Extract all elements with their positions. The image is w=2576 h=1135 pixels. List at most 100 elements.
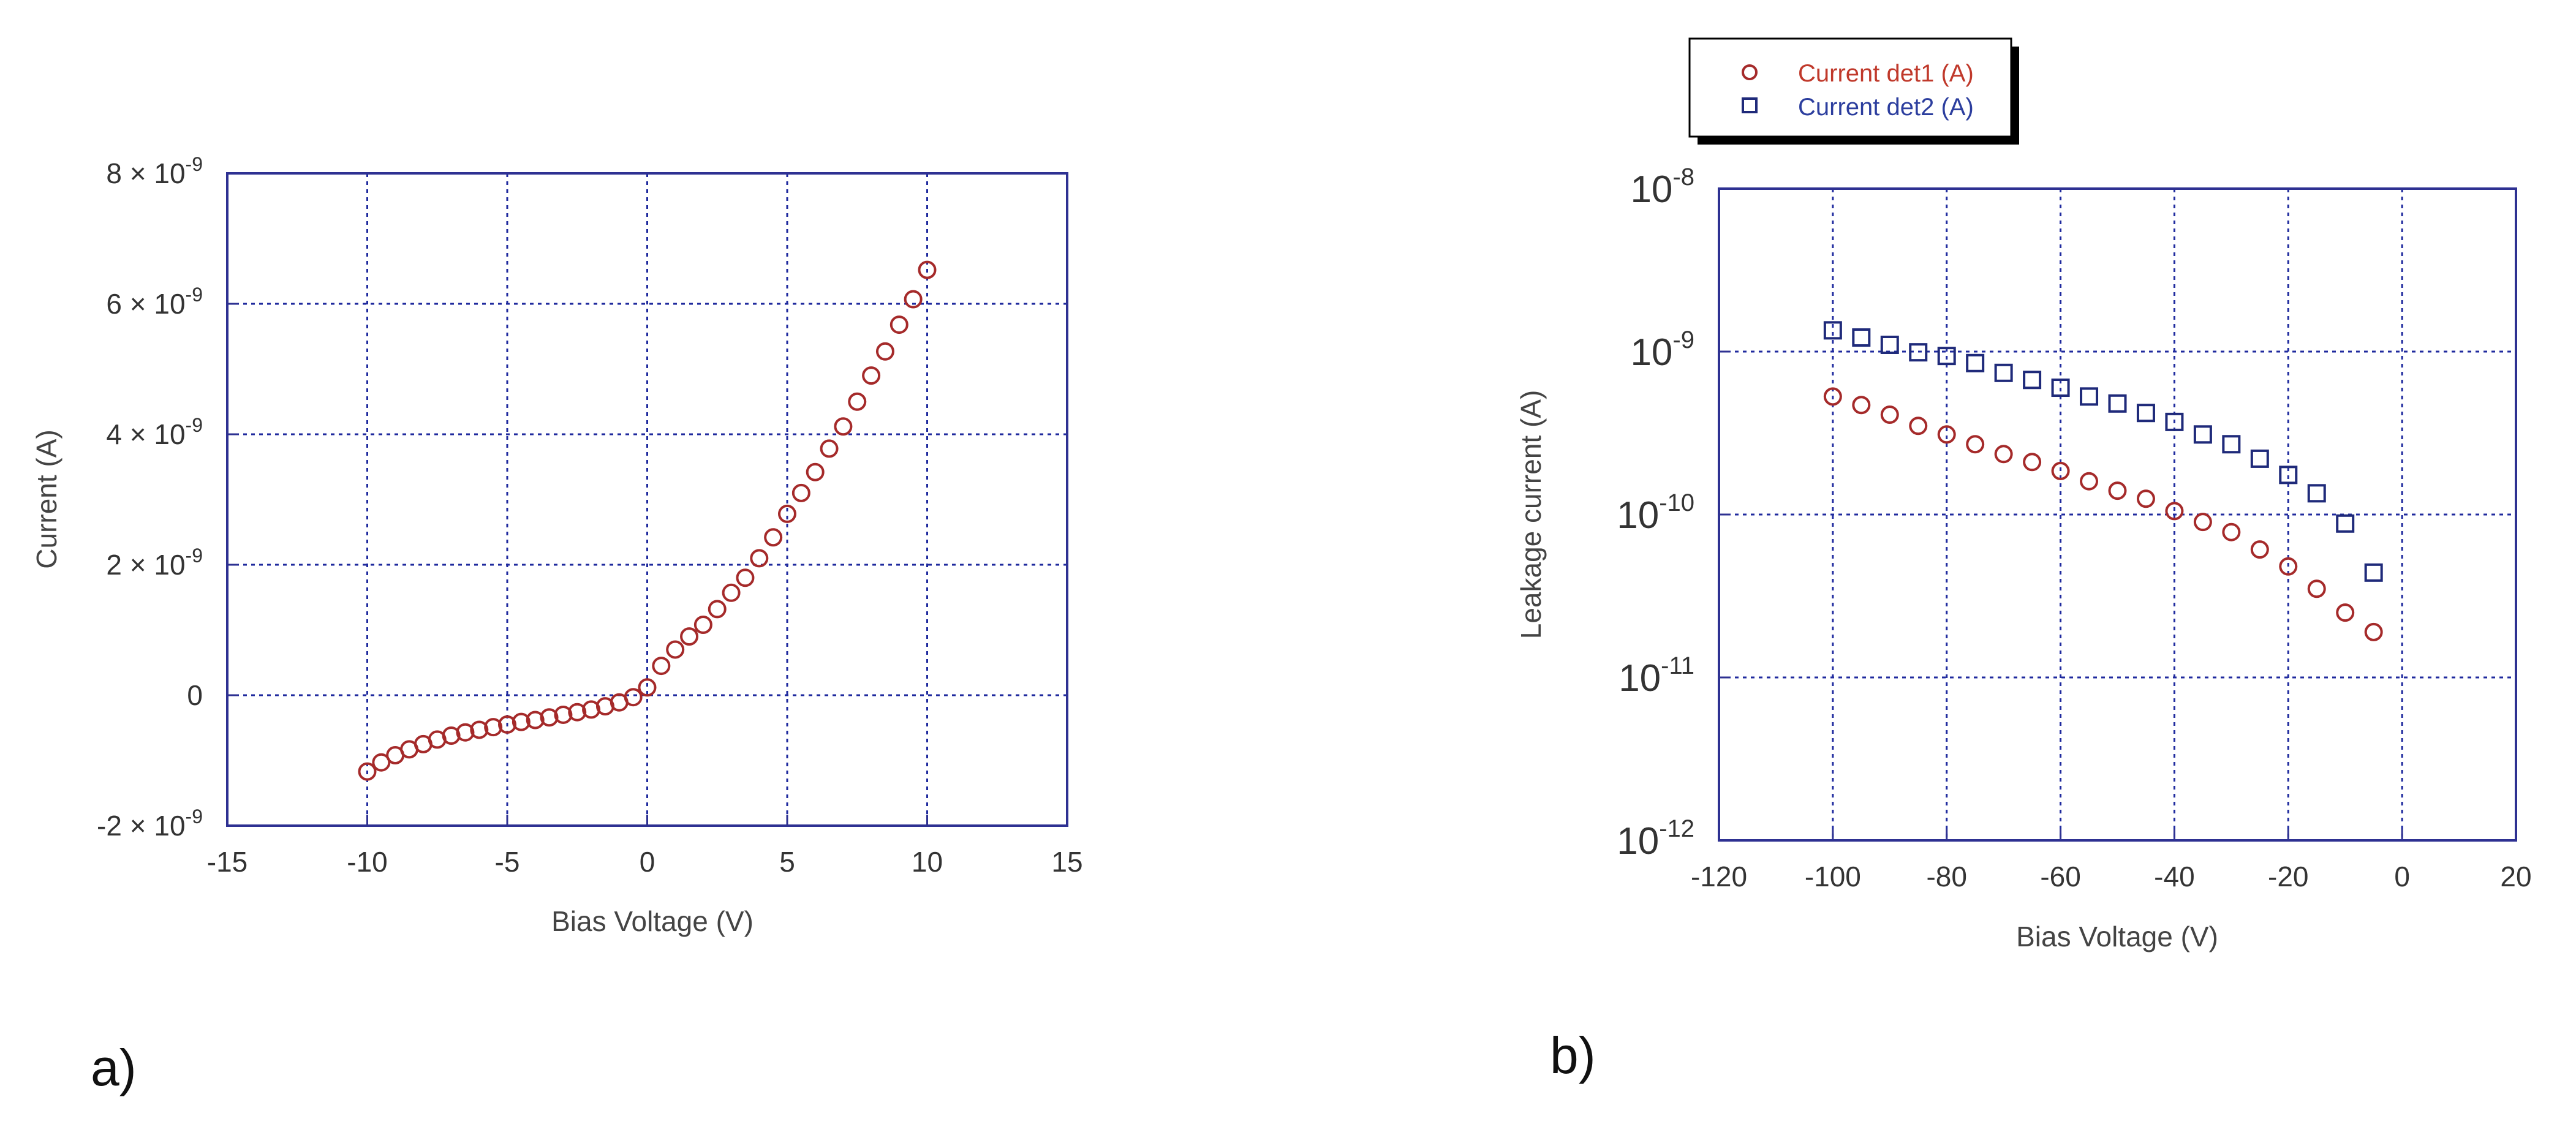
panel-b-x-ticks: -120 -100 -80 -60 -40 -20 0 20 (1691, 861, 2532, 892)
data-point-current (512, 712, 531, 731)
data-point-det2 (1966, 353, 1985, 372)
data-point-current (484, 718, 503, 737)
data-point-current (791, 483, 810, 502)
data-point-det1 (2279, 557, 2298, 576)
data-point-current (778, 504, 796, 523)
data-point-current (638, 678, 657, 697)
data-point-current (554, 705, 573, 724)
data-point-det2 (1852, 328, 1871, 347)
y-tick-label: 10-8 (1630, 164, 1694, 211)
y-tick-label: 6 × 10-9 (106, 284, 203, 320)
x-tick-label: -10 (347, 846, 387, 878)
y-tick-label: 8 × 10-9 (106, 153, 203, 189)
y-tick-label: 4 × 10-9 (106, 414, 203, 450)
data-point-det1 (2222, 522, 2241, 541)
data-point-current (875, 342, 894, 361)
y-tick-label: 0 (187, 679, 203, 711)
panel-a-ylabel: Current (A) (31, 429, 62, 568)
data-point-current (693, 615, 712, 634)
data-point-det1 (1909, 417, 1928, 436)
data-point-det2 (2023, 371, 2042, 390)
data-point-current (736, 568, 755, 587)
panel-a-grid (226, 172, 1068, 827)
legend-marker-det1 (1742, 64, 1758, 80)
x-tick-label: 20 (2500, 861, 2531, 892)
data-point-det1 (2108, 481, 2127, 500)
x-tick-label: 0 (640, 846, 655, 878)
data-point-current (806, 462, 825, 481)
data-point-current (624, 688, 643, 707)
legend-box (1688, 37, 2012, 138)
data-point-current (470, 720, 489, 739)
data-point-det2 (2222, 435, 2241, 454)
data-point-det1 (2080, 472, 2099, 491)
data-point-current (568, 703, 587, 722)
data-point-det2 (2136, 404, 2155, 423)
y-tick-label: 10-10 (1617, 489, 1694, 537)
data-point-det2 (2193, 425, 2212, 444)
data-point-det2 (1909, 343, 1928, 362)
x-tick-label: 10 (912, 846, 943, 878)
data-point-det2 (1880, 335, 1899, 354)
data-point-current (764, 528, 783, 547)
data-point-det1 (2193, 513, 2212, 532)
data-point-current (540, 708, 559, 727)
data-point-det1 (2051, 461, 2070, 480)
data-point-det2 (2364, 563, 2383, 582)
data-point-current (456, 723, 475, 742)
panel-b-points (1823, 321, 2383, 641)
legend-label-det2: Current det2 (A) (1798, 94, 1974, 121)
panel-a-x-ticks: -15 -10 -5 0 5 10 15 (207, 846, 1083, 878)
panel-b-y-ticks: 10-12 10-11 10-10 10-9 10-8 (1617, 164, 1694, 862)
y-tick-label: -2 × 10-9 (97, 805, 203, 842)
panel-a-label: a) (91, 1039, 137, 1096)
panel-b-ylabel: Leakage current (A) (1515, 390, 1547, 639)
y-tick-label: 2 × 10-9 (106, 545, 203, 581)
data-point-det1 (1823, 387, 1842, 406)
data-point-det2 (2108, 394, 2127, 413)
x-tick-label: -40 (2154, 861, 2194, 892)
data-point-current (890, 315, 908, 334)
x-tick-label: -60 (2040, 861, 2080, 892)
legend-marker-det2 (1742, 97, 1758, 113)
x-tick-label: -20 (2268, 861, 2308, 892)
x-tick-label: 0 (2394, 861, 2410, 892)
data-point-current (722, 583, 741, 602)
data-point-det2 (2336, 514, 2355, 533)
data-point-current (372, 753, 391, 772)
data-point-det1 (2307, 579, 2326, 598)
x-tick-label: -15 (207, 846, 247, 878)
panel-a-xlabel: Bias Voltage (V) (551, 905, 754, 937)
x-tick-label: -120 (1691, 861, 1747, 892)
panel-a-plot-frame (226, 172, 1068, 827)
y-tick-label: 10-9 (1630, 326, 1694, 374)
panel-b-legend: Current det1 (A) Current det2 (A) (1688, 37, 2019, 145)
data-point-det1 (2165, 502, 2184, 521)
panel-b-label: b) (1550, 1027, 1596, 1084)
data-point-det1 (1880, 405, 1899, 424)
data-point-det1 (2336, 603, 2355, 622)
data-point-current (918, 260, 937, 279)
data-point-det1 (1937, 425, 1956, 444)
data-point-det2 (2051, 379, 2070, 398)
x-tick-label: 5 (779, 846, 795, 878)
data-point-current (526, 711, 545, 730)
x-tick-label: 15 (1051, 846, 1082, 878)
panel-b-grid (1718, 187, 2517, 842)
legend-label-det1: Current det1 (A) (1798, 60, 1974, 87)
data-point-det1 (1852, 396, 1871, 415)
x-tick-label: -5 (495, 846, 520, 878)
panel-b-chart: Current det1 (A) Current det2 (A) -120 -1… (1515, 37, 2532, 952)
data-point-current (666, 640, 685, 659)
data-point-current (834, 417, 853, 436)
data-point-current (848, 392, 867, 411)
data-point-det2 (2279, 466, 2298, 485)
data-point-current (652, 657, 671, 676)
data-point-det2 (2307, 484, 2326, 503)
data-point-det1 (2250, 540, 2269, 559)
panel-b-plot-frame (1718, 187, 2517, 842)
panel-a-chart: -15 -10 -5 0 5 10 15 -2 × 10-9 0 2 × 10-9 4 × 10-… (31, 153, 1083, 937)
data-point-current (680, 627, 699, 646)
data-point-current (358, 762, 377, 781)
